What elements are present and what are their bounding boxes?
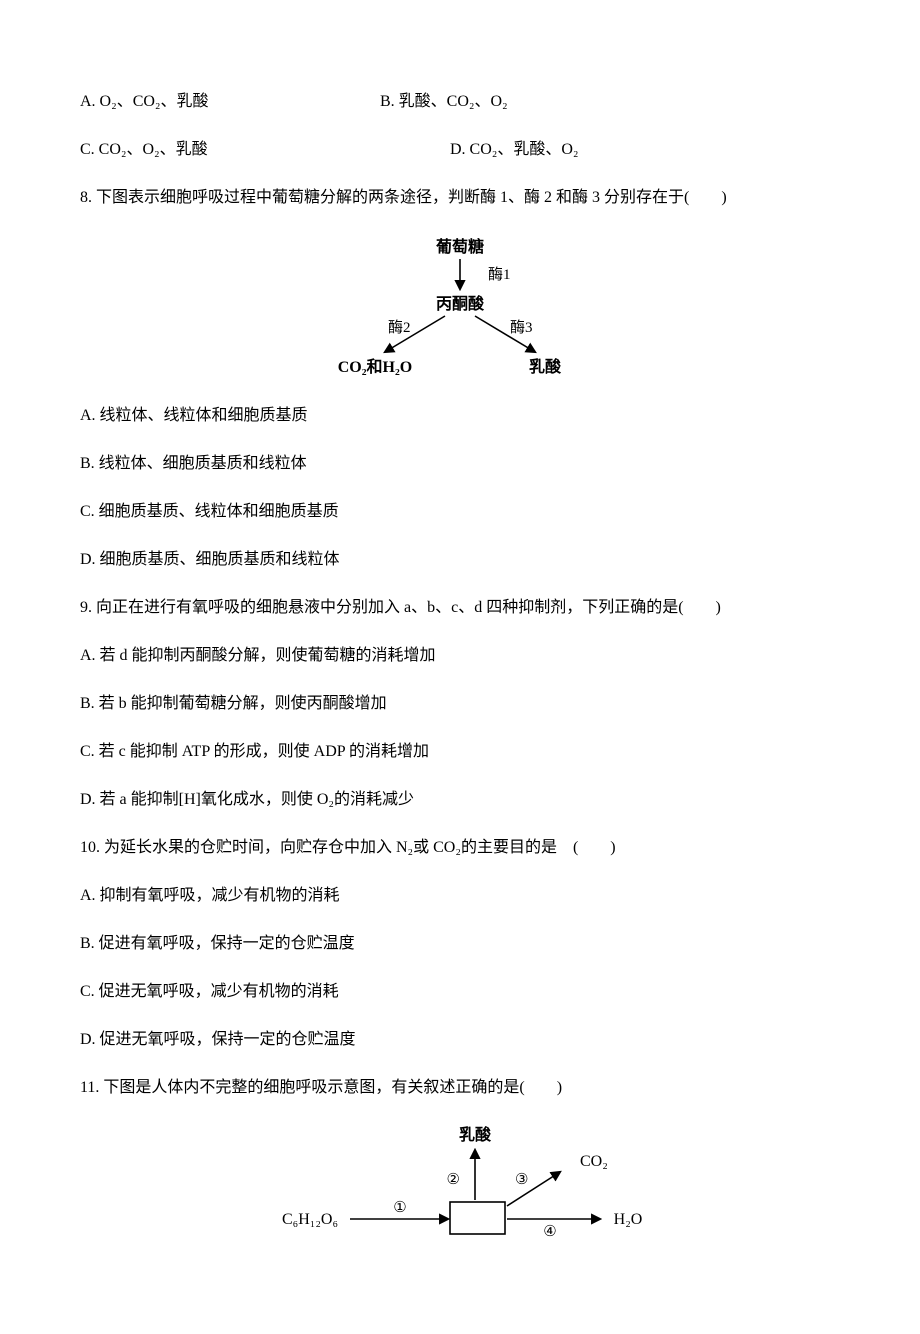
q9-option-a: A. 若 d 能抑制丙酮酸分解，则使葡萄糖的消耗增加 (80, 644, 840, 668)
q7-option-d: D. CO₂、乳酸、O₂ (450, 138, 579, 162)
q9-stem: 9. 向正在进行有氧呼吸的细胞悬液中分别加入 a、b、c、d 四种抑制剂，下列正… (80, 596, 840, 620)
q11-diagram-right-up: CO₂ (580, 1153, 608, 1170)
q11-diagram-n1: ① (393, 1200, 406, 1216)
q8-diagram-enzyme3: 酶3 (510, 319, 533, 336)
q8-diagram: 葡萄糖 酶1 丙酮酸 酶2 酶3 CO₂和H₂O 乳酸 (80, 234, 840, 384)
q7-option-row-2: C. CO₂、O₂、乳酸 D. CO₂、乳酸、O₂ (80, 138, 840, 162)
q8-option-d: D. 细胞质基质、细胞质基质和线粒体 (80, 548, 840, 572)
q11-diagram-top: 乳酸 (459, 1125, 492, 1144)
q8-option-b: B. 线粒体、细胞质基质和线粒体 (80, 452, 840, 476)
q7-option-c: C. CO₂、O₂、乳酸 (80, 138, 450, 162)
q9-option-c: C. 若 c 能抑制 ATP 的形成，则使 ADP 的消耗增加 (80, 740, 840, 764)
q11-diagram-left: C₆H₁₂O₆ (282, 1211, 338, 1228)
q10-option-d: D. 促进无氧呼吸，保持一定的仓贮温度 (80, 1028, 840, 1052)
q8-diagram-enzyme2: 酶2 (388, 319, 411, 336)
q8-option-c: C. 细胞质基质、线粒体和细胞质基质 (80, 500, 840, 524)
q7-option-a: A. O₂、CO₂、乳酸 (80, 90, 380, 114)
q8-diagram-top: 葡萄糖 (435, 237, 484, 256)
q8-diagram-left-product: CO₂和H₂O (338, 357, 413, 376)
q8-diagram-right-product: 乳酸 (529, 357, 562, 376)
q8-option-a: A. 线粒体、线粒体和细胞质基质 (80, 404, 840, 428)
q11-diagram: 乳酸 C₆H₁₂O₆ ① ② ③ CO₂ ④ H₂O (80, 1124, 840, 1254)
q9-option-d: D. 若 a 能抑制[H]氧化成水，则使 O₂的消耗减少 (80, 788, 840, 812)
q8-stem: 8. 下图表示细胞呼吸过程中葡萄糖分解的两条途径，判断酶 1、酶 2 和酶 3 … (80, 186, 840, 210)
q10-stem: 10. 为延长水果的仓贮时间，向贮存仓中加入 N₂或 CO₂的主要目的是 ( ) (80, 836, 840, 860)
q8-diagram-enzyme1: 酶1 (488, 266, 511, 283)
q11-diagram-right: H₂O (614, 1211, 643, 1228)
q11-diagram-n4: ④ (543, 1224, 556, 1240)
q11-diagram-n3: ③ (515, 1172, 528, 1188)
q7-option-b: B. 乳酸、CO₂、O₂ (380, 90, 680, 114)
q7-option-row-1: A. O₂、CO₂、乳酸 B. 乳酸、CO₂、O₂ (80, 90, 840, 114)
q10-option-a: A. 抑制有氧呼吸，减少有机物的消耗 (80, 884, 840, 908)
q8-diagram-mid: 丙酮酸 (436, 294, 485, 313)
q10-option-c: C. 促进无氧呼吸，减少有机物的消耗 (80, 980, 840, 1004)
q11-diagram-n2: ② (447, 1172, 460, 1188)
q10-option-b: B. 促进有氧呼吸，保持一定的仓贮温度 (80, 932, 840, 956)
q11-stem: 11. 下图是人体内不完整的细胞呼吸示意图，有关叙述正确的是( ) (80, 1076, 840, 1100)
q9-option-b: B. 若 b 能抑制葡萄糖分解，则使丙酮酸增加 (80, 692, 840, 716)
